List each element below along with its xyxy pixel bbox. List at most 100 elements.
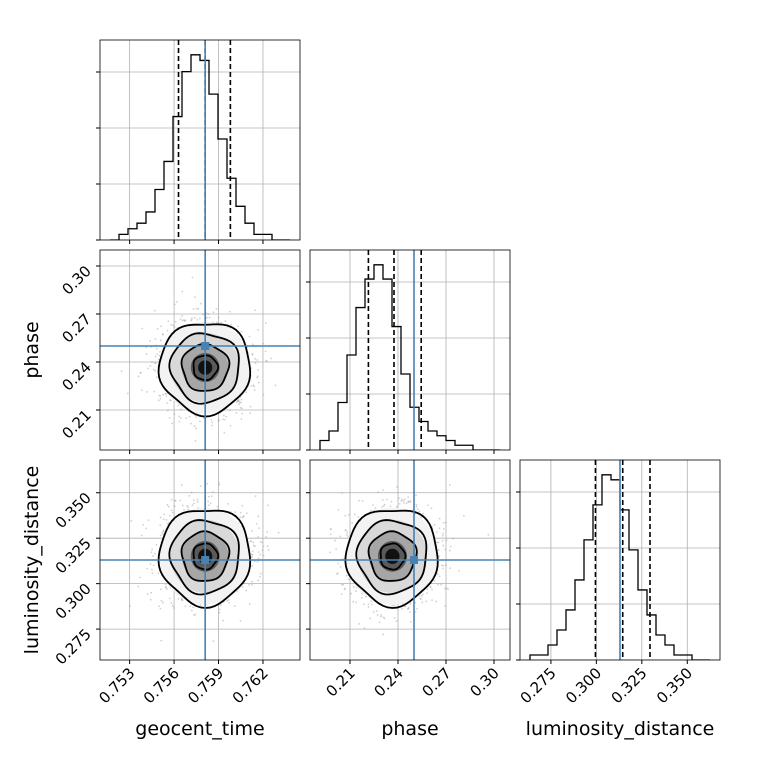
- scatter-point: [192, 499, 195, 502]
- scatter-point: [159, 394, 162, 397]
- scatter-point: [277, 531, 280, 534]
- scatter-point: [266, 545, 269, 548]
- scatter-point: [170, 323, 172, 326]
- scatter-point: [171, 511, 174, 514]
- scatter-point: [441, 539, 444, 542]
- scatter-point: [155, 347, 158, 350]
- scatter-point: [161, 333, 164, 336]
- truth-marker: [410, 556, 418, 564]
- scatter-point: [176, 300, 178, 303]
- scatter-point: [337, 508, 340, 511]
- scatter-point: [159, 516, 162, 519]
- scatter-point: [264, 350, 267, 353]
- scatter-point: [252, 384, 255, 387]
- scatter-point: [421, 593, 424, 596]
- scatter-point: [447, 588, 449, 591]
- scatter-point: [329, 533, 332, 536]
- scatter-point: [442, 528, 445, 530]
- scatter-point: [257, 381, 260, 384]
- scatter-point: [160, 599, 163, 602]
- scatter-point: [147, 367, 149, 370]
- y-tick-label: 0.300: [52, 580, 95, 623]
- scatter-point: [212, 311, 215, 314]
- scatter-point: [248, 584, 250, 586]
- scatter-point: [235, 412, 238, 414]
- scatter-point: [358, 623, 361, 625]
- y-tick-label: 0.21: [58, 406, 94, 442]
- scatter-point: [445, 521, 447, 524]
- scatter-point: [414, 611, 417, 614]
- y-tick-label: 0.30: [58, 262, 94, 298]
- scatter-point: [186, 504, 189, 507]
- scatter-point: [360, 596, 363, 599]
- x-axis-label-geocent-time: geocent_time: [135, 718, 264, 740]
- scatter-point: [227, 503, 229, 505]
- truth-marker: [201, 342, 210, 350]
- scatter-point: [372, 504, 374, 506]
- x-tick-label: 0.275: [517, 664, 560, 707]
- scatter-point: [173, 505, 176, 508]
- scatter-point: [440, 564, 443, 567]
- scatter-point: [140, 534, 143, 537]
- y-tick-label: 0.350: [52, 489, 95, 532]
- scatter-point: [347, 513, 350, 516]
- y-tick-label: 0.275: [52, 625, 95, 668]
- scatter-point: [199, 604, 202, 607]
- scatter-point: [182, 319, 185, 322]
- scatter-point: [184, 319, 186, 322]
- scatter-point: [437, 583, 439, 586]
- scatter-point: [444, 605, 447, 607]
- x-tick-label: 0.325: [608, 664, 651, 707]
- scatter-point: [220, 321, 222, 324]
- scatter-point: [256, 560, 259, 563]
- scatter-point: [422, 512, 424, 515]
- contour-line: [157, 509, 252, 609]
- scatter-point: [206, 482, 209, 485]
- scatter-point: [216, 505, 219, 508]
- x-tick-label: 0.30: [466, 664, 502, 700]
- scatter-point: [487, 533, 490, 536]
- scatter-point: [342, 583, 345, 586]
- scatter-point: [170, 499, 173, 501]
- scatter-point: [210, 419, 213, 421]
- scatter-point: [217, 420, 220, 422]
- scatter-point: [395, 620, 398, 623]
- scatter-point: [181, 319, 184, 322]
- scatter-point: [152, 555, 154, 557]
- x-tick-label: 0.350: [653, 664, 696, 707]
- scatter-point: [139, 371, 142, 374]
- scatter-point: [351, 522, 354, 525]
- scatter-point: [190, 491, 193, 494]
- scatter-point: [265, 360, 268, 363]
- scatter-point: [440, 583, 443, 586]
- scatter-point: [256, 359, 259, 361]
- scatter-point: [347, 578, 350, 581]
- scatter-point: [265, 359, 268, 362]
- scatter-point: [157, 572, 160, 575]
- scatter-point: [239, 516, 242, 519]
- scatter-point: [165, 395, 168, 397]
- scatter-point: [433, 524, 436, 526]
- contour-line: [379, 542, 407, 571]
- scatter-point: [239, 619, 242, 622]
- scatter-point: [137, 585, 140, 588]
- scatter-point: [195, 427, 198, 430]
- scatter-point: [224, 418, 226, 421]
- scatter-point: [195, 307, 198, 310]
- scatter-point: [252, 544, 255, 547]
- scatter-point: [430, 507, 433, 510]
- scatter-point: [192, 606, 195, 609]
- scatter-point: [218, 608, 221, 611]
- scatter-point: [151, 572, 154, 575]
- scatter-point: [241, 516, 244, 519]
- scatter-point: [210, 424, 213, 427]
- scatter-point: [257, 536, 259, 538]
- scatter-point: [414, 601, 417, 604]
- scatter-point: [336, 573, 338, 575]
- scatter-point: [398, 502, 401, 505]
- scatter-point: [211, 421, 214, 424]
- scatter-point: [382, 505, 385, 507]
- scatter-point: [198, 317, 201, 320]
- scatter-point: [334, 539, 336, 542]
